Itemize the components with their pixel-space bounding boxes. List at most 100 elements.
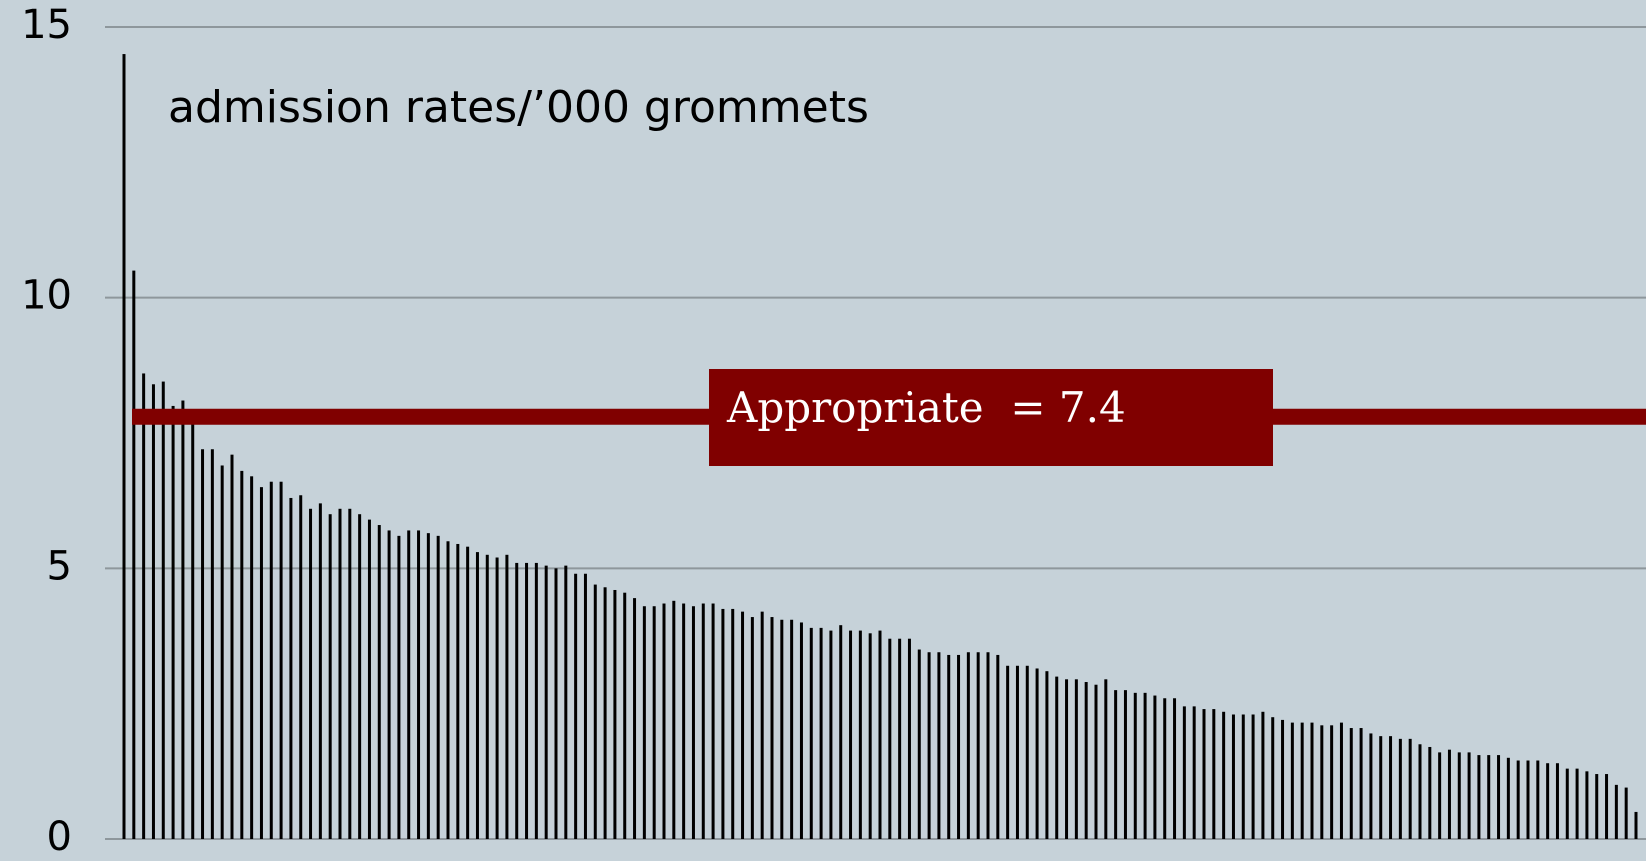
bar: [1025, 665, 1029, 839]
bar: [328, 514, 332, 839]
bar: [819, 627, 823, 839]
bar: [1428, 746, 1432, 839]
bar: [947, 654, 951, 839]
bar: [279, 481, 283, 839]
bar: [603, 587, 607, 839]
bar: [358, 514, 362, 839]
bar: [417, 530, 421, 839]
bar: [1624, 787, 1628, 839]
bar: [1153, 695, 1157, 839]
bar: [475, 552, 479, 839]
bar: [613, 589, 617, 839]
bar: [1516, 760, 1520, 839]
bar: [309, 508, 313, 839]
bar: [485, 554, 489, 839]
bar: [1123, 690, 1127, 839]
bar: [1605, 774, 1609, 839]
bar: [1359, 728, 1363, 839]
bar: [250, 476, 254, 839]
bar: [1261, 711, 1265, 839]
bar: [407, 530, 411, 839]
bar: [1271, 717, 1275, 839]
annotation: Appropriate = 7.4: [726, 383, 1126, 432]
bar: [1055, 676, 1059, 839]
bar: [1349, 728, 1353, 839]
bar: [1133, 692, 1137, 839]
bar: [770, 617, 774, 839]
y-tick-label: 5: [47, 543, 72, 589]
bar: [377, 525, 381, 839]
bar: [171, 405, 175, 839]
bar: [161, 381, 165, 839]
bar: [583, 573, 587, 839]
bar: [1595, 774, 1599, 839]
bar: [1251, 714, 1255, 839]
bar: [652, 606, 656, 839]
bar: [1555, 763, 1559, 839]
bar: [1015, 665, 1019, 839]
bar: [151, 384, 155, 839]
bar: [574, 573, 578, 839]
bar: [1094, 684, 1098, 839]
bar: [1398, 738, 1402, 839]
bar: [436, 535, 440, 839]
bar: [132, 270, 136, 840]
bar: [142, 373, 146, 839]
bar: [1614, 784, 1618, 839]
bar: [1300, 722, 1304, 839]
bar: [711, 603, 715, 839]
bar: [1045, 671, 1049, 839]
bar: [1438, 752, 1442, 839]
bar: [1634, 811, 1638, 839]
bar: [505, 554, 509, 839]
bar: [387, 530, 391, 839]
bar: [1536, 760, 1540, 839]
bar: [1173, 698, 1177, 839]
bar: [534, 562, 538, 839]
bar: [790, 619, 794, 839]
bar: [1065, 679, 1069, 839]
bar: [240, 470, 244, 839]
bar: [809, 627, 813, 839]
bar: [996, 654, 1000, 839]
bar: [525, 562, 529, 839]
bar: [1320, 725, 1324, 839]
bar: [299, 495, 303, 839]
bar: [1222, 711, 1226, 839]
bar: [1084, 682, 1088, 839]
bar: [642, 606, 646, 839]
bar: [1074, 679, 1078, 839]
bar: [898, 638, 902, 839]
bar: [623, 592, 627, 839]
bar: [1035, 668, 1039, 839]
bar: [1339, 722, 1343, 839]
annotation-box: [709, 369, 1273, 466]
bar: [858, 630, 862, 839]
bar: [201, 449, 205, 839]
bar: [799, 622, 803, 839]
bar: [1281, 719, 1285, 839]
bar: [1418, 744, 1422, 839]
bar: [1487, 755, 1491, 839]
bar: [318, 503, 322, 839]
bar: [957, 654, 961, 839]
bar: [701, 603, 705, 839]
bar: [544, 565, 548, 839]
bar: [1143, 692, 1147, 839]
y-tick-label: 10: [21, 273, 72, 319]
bar: [259, 487, 263, 839]
bar: [289, 497, 293, 839]
bar: [1212, 709, 1216, 839]
bar: [976, 652, 980, 839]
bar: [220, 465, 224, 839]
bar: [1114, 690, 1118, 839]
bar: [1379, 736, 1383, 839]
bar: [937, 652, 941, 839]
bar: [1104, 679, 1108, 839]
bar: [1447, 749, 1451, 839]
bar: [780, 619, 784, 839]
bar: [456, 543, 460, 839]
bar: [1546, 763, 1550, 839]
bar: [1565, 768, 1569, 839]
